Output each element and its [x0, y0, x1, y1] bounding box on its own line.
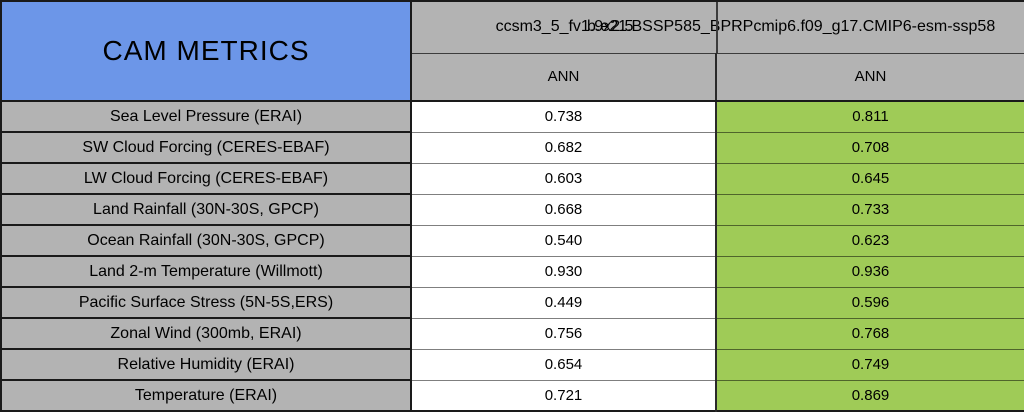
value-cell-model1: 0.668 [410, 193, 716, 226]
value-cell-model1: 0.930 [410, 255, 716, 288]
table-row: Relative Humidity (ERAI) 0.654 0.749 [0, 348, 1024, 381]
table-row: Zonal Wind (300mb, ERAI) 0.756 0.768 [0, 317, 1024, 350]
value-cell-model1: 0.654 [410, 348, 716, 381]
header-row-season: ANN ANN [1, 52, 1024, 102]
value-cell-model2: 0.936 [715, 255, 1024, 288]
metric-label-cell: Relative Humidity (ERAI) [0, 348, 412, 381]
metric-label-cell: Land Rainfall (30N-30S, GPCP) [0, 193, 412, 226]
metric-label-cell: LW Cloud Forcing (CERES-EBAF) [0, 162, 412, 195]
table-row: Temperature (ERAI) 0.721 0.869 [0, 379, 1024, 412]
corner-title-cell: CAM METRICS [0, 0, 412, 102]
season-cell-model2: ANN [715, 52, 1024, 102]
table-row: Pacific Surface Stress (5N-5S,ERS) 0.449… [0, 286, 1024, 319]
metric-label-cell: Pacific Surface Stress (5N-5S,ERS) [0, 286, 412, 319]
metric-label-cell: Temperature (ERAI) [0, 379, 412, 412]
value-cell-model2: 0.768 [715, 317, 1024, 350]
value-cell-model2: 0.708 [715, 131, 1024, 164]
model2-name-text: b.e21.BSSP585_BPRPcmip6.f09_g17.CMIP6-es… [587, 18, 996, 36]
value-cell-model2: 0.645 [715, 162, 1024, 195]
page-title: CAM METRICS [102, 35, 310, 66]
value-cell-model1: 0.721 [410, 379, 716, 412]
metric-label-cell: Ocean Rainfall (30N-30S, GPCP) [0, 224, 412, 257]
table-row: LW Cloud Forcing (CERES-EBAF) 0.603 0.64… [0, 162, 1024, 195]
value-cell-model1: 0.449 [410, 286, 716, 319]
metric-label-cell: SW Cloud Forcing (CERES-EBAF) [0, 131, 412, 164]
table-row: Sea Level Pressure (ERAI) 0.738 0.811 [0, 100, 1024, 133]
table-row: Ocean Rainfall (30N-30S, GPCP) 0.540 0.6… [0, 224, 1024, 257]
table-row: SW Cloud Forcing (CERES-EBAF) 0.682 0.70… [0, 131, 1024, 164]
table-row: Land Rainfall (30N-30S, GPCP) 0.668 0.73… [0, 193, 1024, 226]
value-cell-model1: 0.540 [410, 224, 716, 257]
value-cell-model2: 0.623 [715, 224, 1024, 257]
value-cell-model2: 0.749 [715, 348, 1024, 381]
header-row-models: CAM METRICS ccsm3_5_fv1.9x2.5 b.e21.BSSP… [0, 0, 1024, 102]
value-cell-model1: 0.603 [410, 162, 716, 195]
model1-name-text: ccsm3_5_fv1.9x2.5 [495, 18, 634, 36]
value-cell-model1: 0.756 [410, 317, 716, 350]
value-cell-model2: 0.596 [715, 286, 1024, 319]
header-column-divider [716, 3, 718, 52]
table-row: Land 2-m Temperature (Willmott) 0.930 0.… [0, 255, 1024, 288]
value-cell-model2: 0.733 [715, 193, 1024, 226]
metric-label-cell: Sea Level Pressure (ERAI) [0, 100, 412, 133]
metric-label-cell: Zonal Wind (300mb, ERAI) [0, 317, 412, 350]
value-cell-model1: 0.682 [410, 131, 716, 164]
model-names-cell: ccsm3_5_fv1.9x2.5 b.e21.BSSP585_BPRPcmip… [410, 0, 1024, 54]
value-cell-model2: 0.869 [715, 379, 1024, 412]
value-cell-model2: 0.811 [715, 100, 1024, 133]
season-cell-model1: ANN [410, 52, 717, 102]
value-cell-model1: 0.738 [410, 100, 716, 133]
metric-label-cell: Land 2-m Temperature (Willmott) [0, 255, 412, 288]
